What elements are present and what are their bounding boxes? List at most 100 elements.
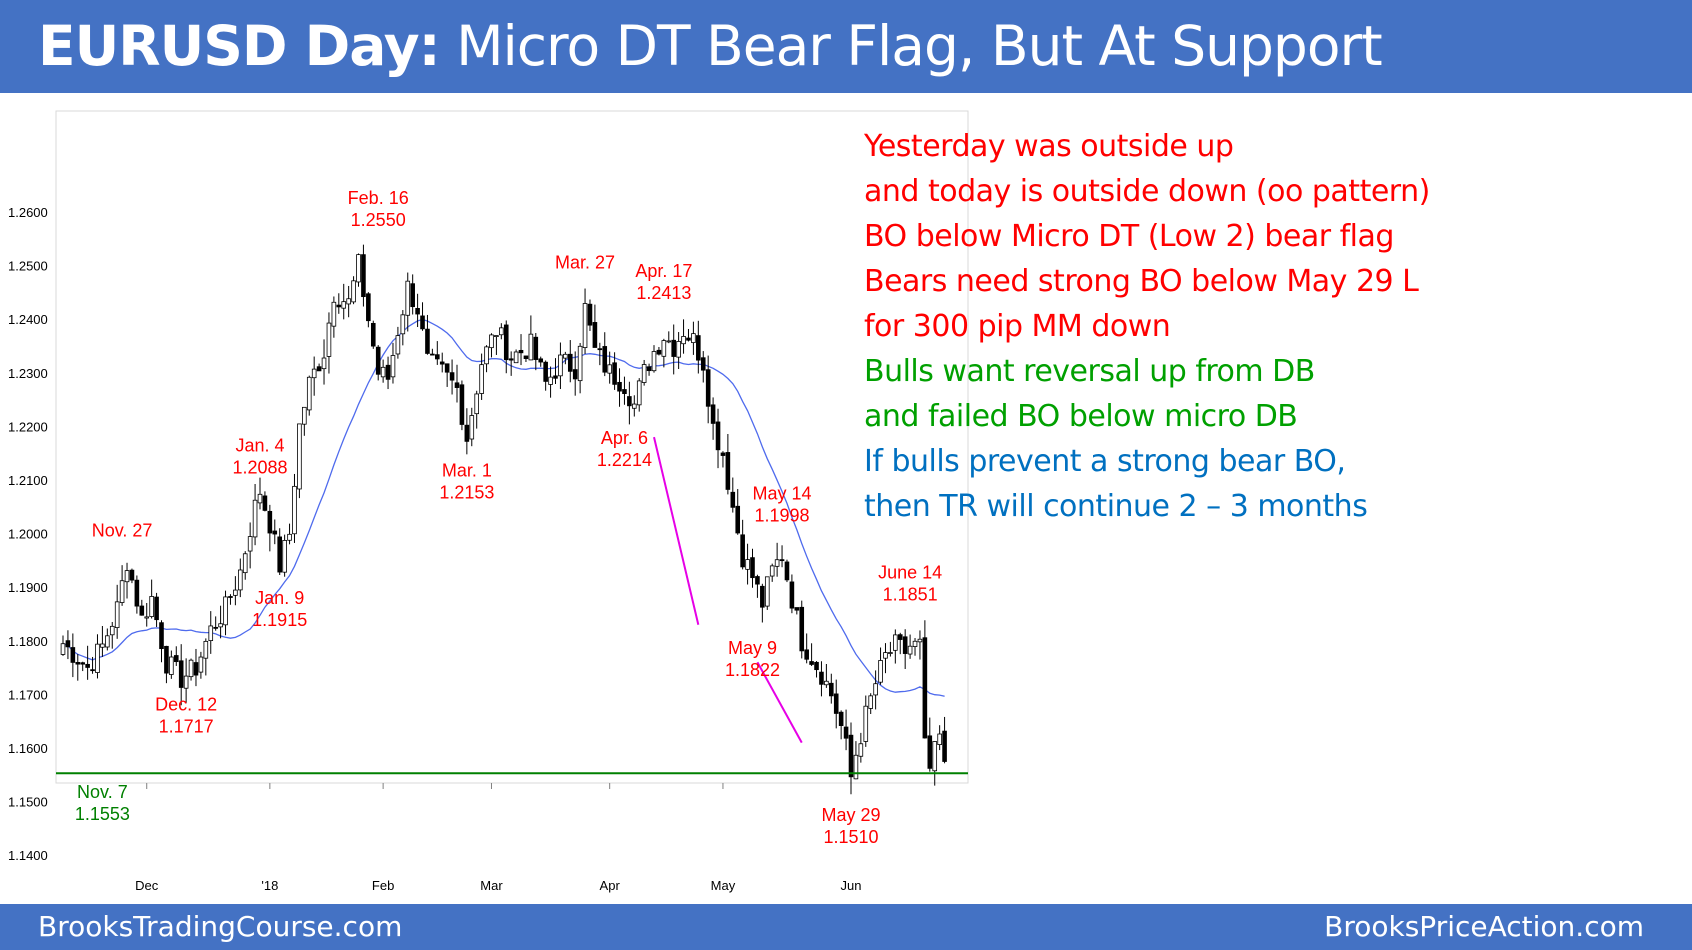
candle-body bbox=[459, 384, 465, 425]
note-line: BO below Micro DT (Low 2) bear flag bbox=[864, 219, 1394, 254]
candle-body bbox=[114, 601, 120, 628]
swing-date-label: Jan. 9 bbox=[255, 588, 304, 608]
candle-body bbox=[297, 423, 302, 490]
swing-price-label: 1.1553 bbox=[75, 804, 130, 824]
candle-body bbox=[922, 637, 928, 739]
candle-body bbox=[533, 336, 539, 360]
candle-body bbox=[178, 660, 184, 688]
swing-date-label: Nov. 7 bbox=[77, 782, 128, 802]
candle-body bbox=[814, 661, 819, 671]
y-tick-label: 1.2500 bbox=[8, 259, 48, 274]
x-tick-label: Apr bbox=[600, 878, 621, 893]
candle-body bbox=[883, 652, 888, 659]
candle-body bbox=[764, 576, 770, 607]
candle-body bbox=[287, 533, 292, 541]
candle-body bbox=[513, 351, 519, 364]
candle-body bbox=[784, 561, 790, 581]
candle-body bbox=[760, 585, 765, 608]
y-tick-label: 1.1500 bbox=[8, 795, 48, 810]
y-tick-label: 1.2400 bbox=[8, 312, 48, 327]
candle-body bbox=[942, 730, 947, 762]
y-tick-label: 1.2200 bbox=[8, 419, 48, 434]
candle-body bbox=[228, 596, 233, 598]
swing-price-label: 1.1822 bbox=[725, 660, 780, 680]
candle-body bbox=[725, 452, 731, 490]
candle-body bbox=[632, 403, 637, 409]
candle-body bbox=[351, 280, 356, 303]
swing-price-label: 1.2413 bbox=[636, 283, 691, 303]
candle-body bbox=[311, 368, 317, 379]
candle-body bbox=[651, 351, 657, 372]
candle-body bbox=[745, 559, 750, 570]
swing-date-label: May 14 bbox=[753, 484, 812, 504]
candle-body bbox=[636, 380, 642, 406]
candle-body bbox=[331, 301, 337, 327]
candle-body bbox=[233, 589, 238, 596]
plot-area bbox=[55, 110, 969, 784]
candle-body bbox=[641, 364, 647, 383]
candle-body bbox=[592, 322, 598, 348]
note-line: If bulls prevent a strong bear BO, bbox=[864, 444, 1346, 479]
candle-body bbox=[696, 335, 701, 361]
candle-body bbox=[370, 322, 376, 347]
candle-body bbox=[272, 530, 278, 535]
candle-body bbox=[198, 656, 204, 673]
candle-body bbox=[543, 361, 548, 382]
swing-price-label: 1.2550 bbox=[351, 210, 406, 230]
candle-body bbox=[819, 671, 824, 685]
footer-website-right[interactable]: BrooksPriceAction.com bbox=[1324, 910, 1644, 943]
candle-body bbox=[109, 625, 115, 636]
candle-body bbox=[843, 726, 849, 739]
swing-date-label: Nov. 27 bbox=[92, 521, 153, 541]
footer-website-left[interactable]: BrooksTradingCourse.com bbox=[38, 910, 403, 943]
candle-body bbox=[686, 337, 691, 341]
page-title: EURUSD Day: Micro DT Bear Flag, But At S… bbox=[38, 14, 1383, 78]
candle-body bbox=[612, 362, 617, 385]
candle-body bbox=[80, 662, 86, 665]
candle-body bbox=[912, 640, 918, 647]
candle-body bbox=[159, 622, 164, 650]
candle-body bbox=[897, 634, 903, 640]
candle-body bbox=[430, 353, 435, 356]
candle-body bbox=[193, 662, 199, 676]
candle-body bbox=[563, 353, 568, 359]
candle-body bbox=[420, 315, 425, 330]
candle-body bbox=[518, 349, 524, 354]
note-line: and failed BO below micro DB bbox=[864, 399, 1298, 434]
candle-body bbox=[656, 349, 662, 355]
candle-body bbox=[366, 293, 371, 322]
swing-price-label: 1.1915 bbox=[252, 610, 307, 630]
candle-body bbox=[326, 322, 332, 357]
candle-body bbox=[65, 640, 71, 648]
commentary-notes: Yesterday was outside up and today is out… bbox=[864, 124, 1430, 529]
swing-price-label: 1.2088 bbox=[232, 457, 287, 477]
candle-body bbox=[853, 754, 859, 780]
candle-body bbox=[508, 358, 514, 361]
candle-body bbox=[494, 335, 499, 337]
candle-body bbox=[405, 280, 411, 316]
candle-body bbox=[622, 389, 627, 395]
note-line: Yesterday was outside up bbox=[864, 129, 1234, 164]
x-tick-label: Mar bbox=[480, 878, 503, 893]
candle-body bbox=[316, 366, 322, 372]
candle-body bbox=[346, 298, 351, 305]
swing-price-label: 1.1998 bbox=[755, 506, 810, 526]
candle-body bbox=[666, 340, 672, 343]
candle-body bbox=[676, 341, 681, 358]
candle-body bbox=[474, 393, 479, 415]
swing-price-label: 1.2153 bbox=[439, 483, 494, 503]
candle-body bbox=[203, 640, 209, 659]
candle-body bbox=[799, 606, 805, 652]
candle-body bbox=[503, 324, 509, 361]
candle-body bbox=[937, 733, 942, 746]
candle-body bbox=[528, 333, 534, 361]
candlestick-chart: 1.2600 1.2500 1.2400 1.2300 1.2200 1.2100 1.20… bbox=[8, 110, 969, 893]
candle-body bbox=[553, 375, 558, 379]
candle-body bbox=[385, 364, 391, 380]
candle-body bbox=[538, 358, 544, 363]
candle-body bbox=[75, 661, 81, 665]
candle-body bbox=[661, 340, 667, 357]
candle-body bbox=[173, 655, 179, 663]
candle-body bbox=[646, 366, 652, 372]
candle-body bbox=[740, 534, 745, 568]
